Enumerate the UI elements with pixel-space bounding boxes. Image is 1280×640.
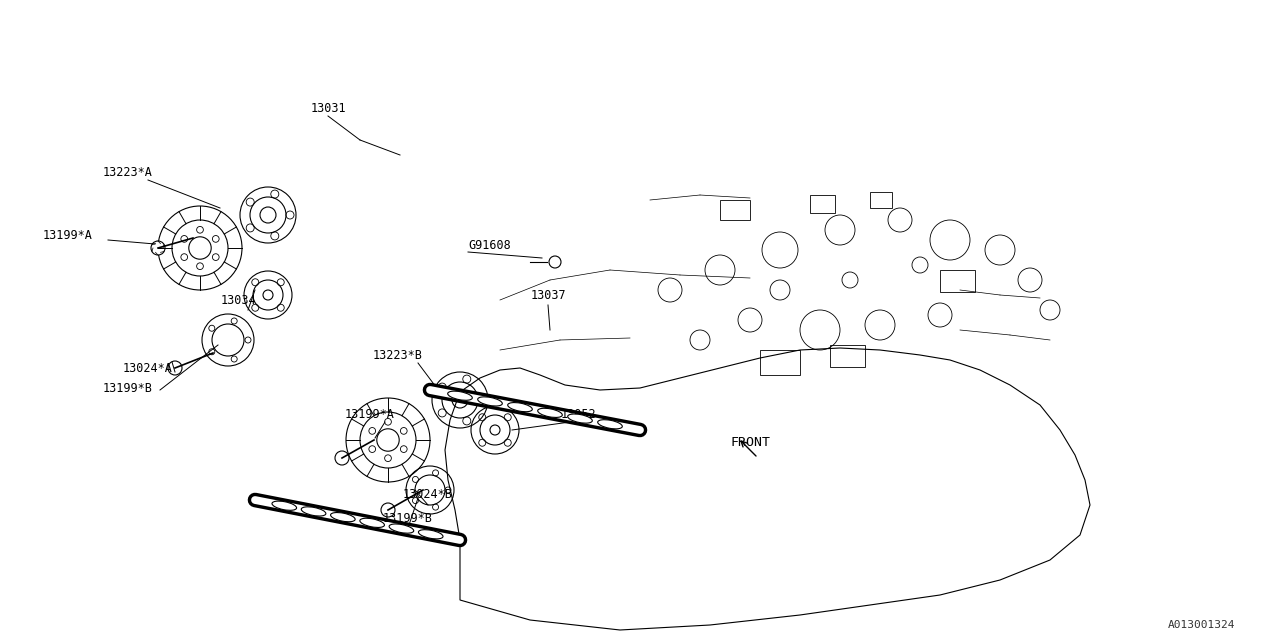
Text: 13024*A: 13024*A bbox=[123, 362, 173, 374]
Text: 13024*B: 13024*B bbox=[403, 488, 453, 502]
Text: 13034: 13034 bbox=[220, 294, 256, 307]
Bar bbox=[940, 270, 975, 292]
Bar bbox=[829, 345, 865, 367]
Ellipse shape bbox=[301, 507, 326, 516]
Circle shape bbox=[151, 241, 165, 255]
Ellipse shape bbox=[538, 408, 562, 417]
Text: 13199*A: 13199*A bbox=[44, 228, 93, 241]
Ellipse shape bbox=[271, 501, 297, 510]
Bar bbox=[870, 192, 892, 208]
Text: 13223*B: 13223*B bbox=[372, 349, 422, 362]
Circle shape bbox=[381, 503, 396, 517]
Ellipse shape bbox=[389, 524, 413, 533]
Circle shape bbox=[168, 361, 182, 375]
Bar bbox=[810, 195, 835, 213]
Bar bbox=[760, 350, 800, 375]
Polygon shape bbox=[445, 348, 1091, 630]
Text: 13199*B: 13199*B bbox=[383, 511, 433, 525]
Ellipse shape bbox=[419, 530, 443, 539]
Ellipse shape bbox=[330, 513, 355, 522]
Ellipse shape bbox=[448, 391, 472, 400]
Ellipse shape bbox=[508, 403, 532, 412]
Text: A013001324: A013001324 bbox=[1167, 620, 1235, 630]
Text: 13031: 13031 bbox=[310, 102, 346, 115]
Ellipse shape bbox=[568, 414, 593, 423]
Text: G91608: G91608 bbox=[468, 239, 511, 252]
Bar bbox=[721, 200, 750, 220]
Text: 13037: 13037 bbox=[530, 289, 566, 301]
Text: 13199*B: 13199*B bbox=[104, 381, 152, 394]
Text: 13052: 13052 bbox=[561, 408, 595, 422]
Text: 13223*A: 13223*A bbox=[104, 166, 152, 179]
Text: 13199*A: 13199*A bbox=[346, 408, 396, 422]
Ellipse shape bbox=[477, 397, 502, 406]
Circle shape bbox=[335, 451, 349, 465]
Ellipse shape bbox=[598, 420, 622, 429]
Ellipse shape bbox=[360, 518, 384, 527]
Text: FRONT: FRONT bbox=[730, 435, 771, 449]
